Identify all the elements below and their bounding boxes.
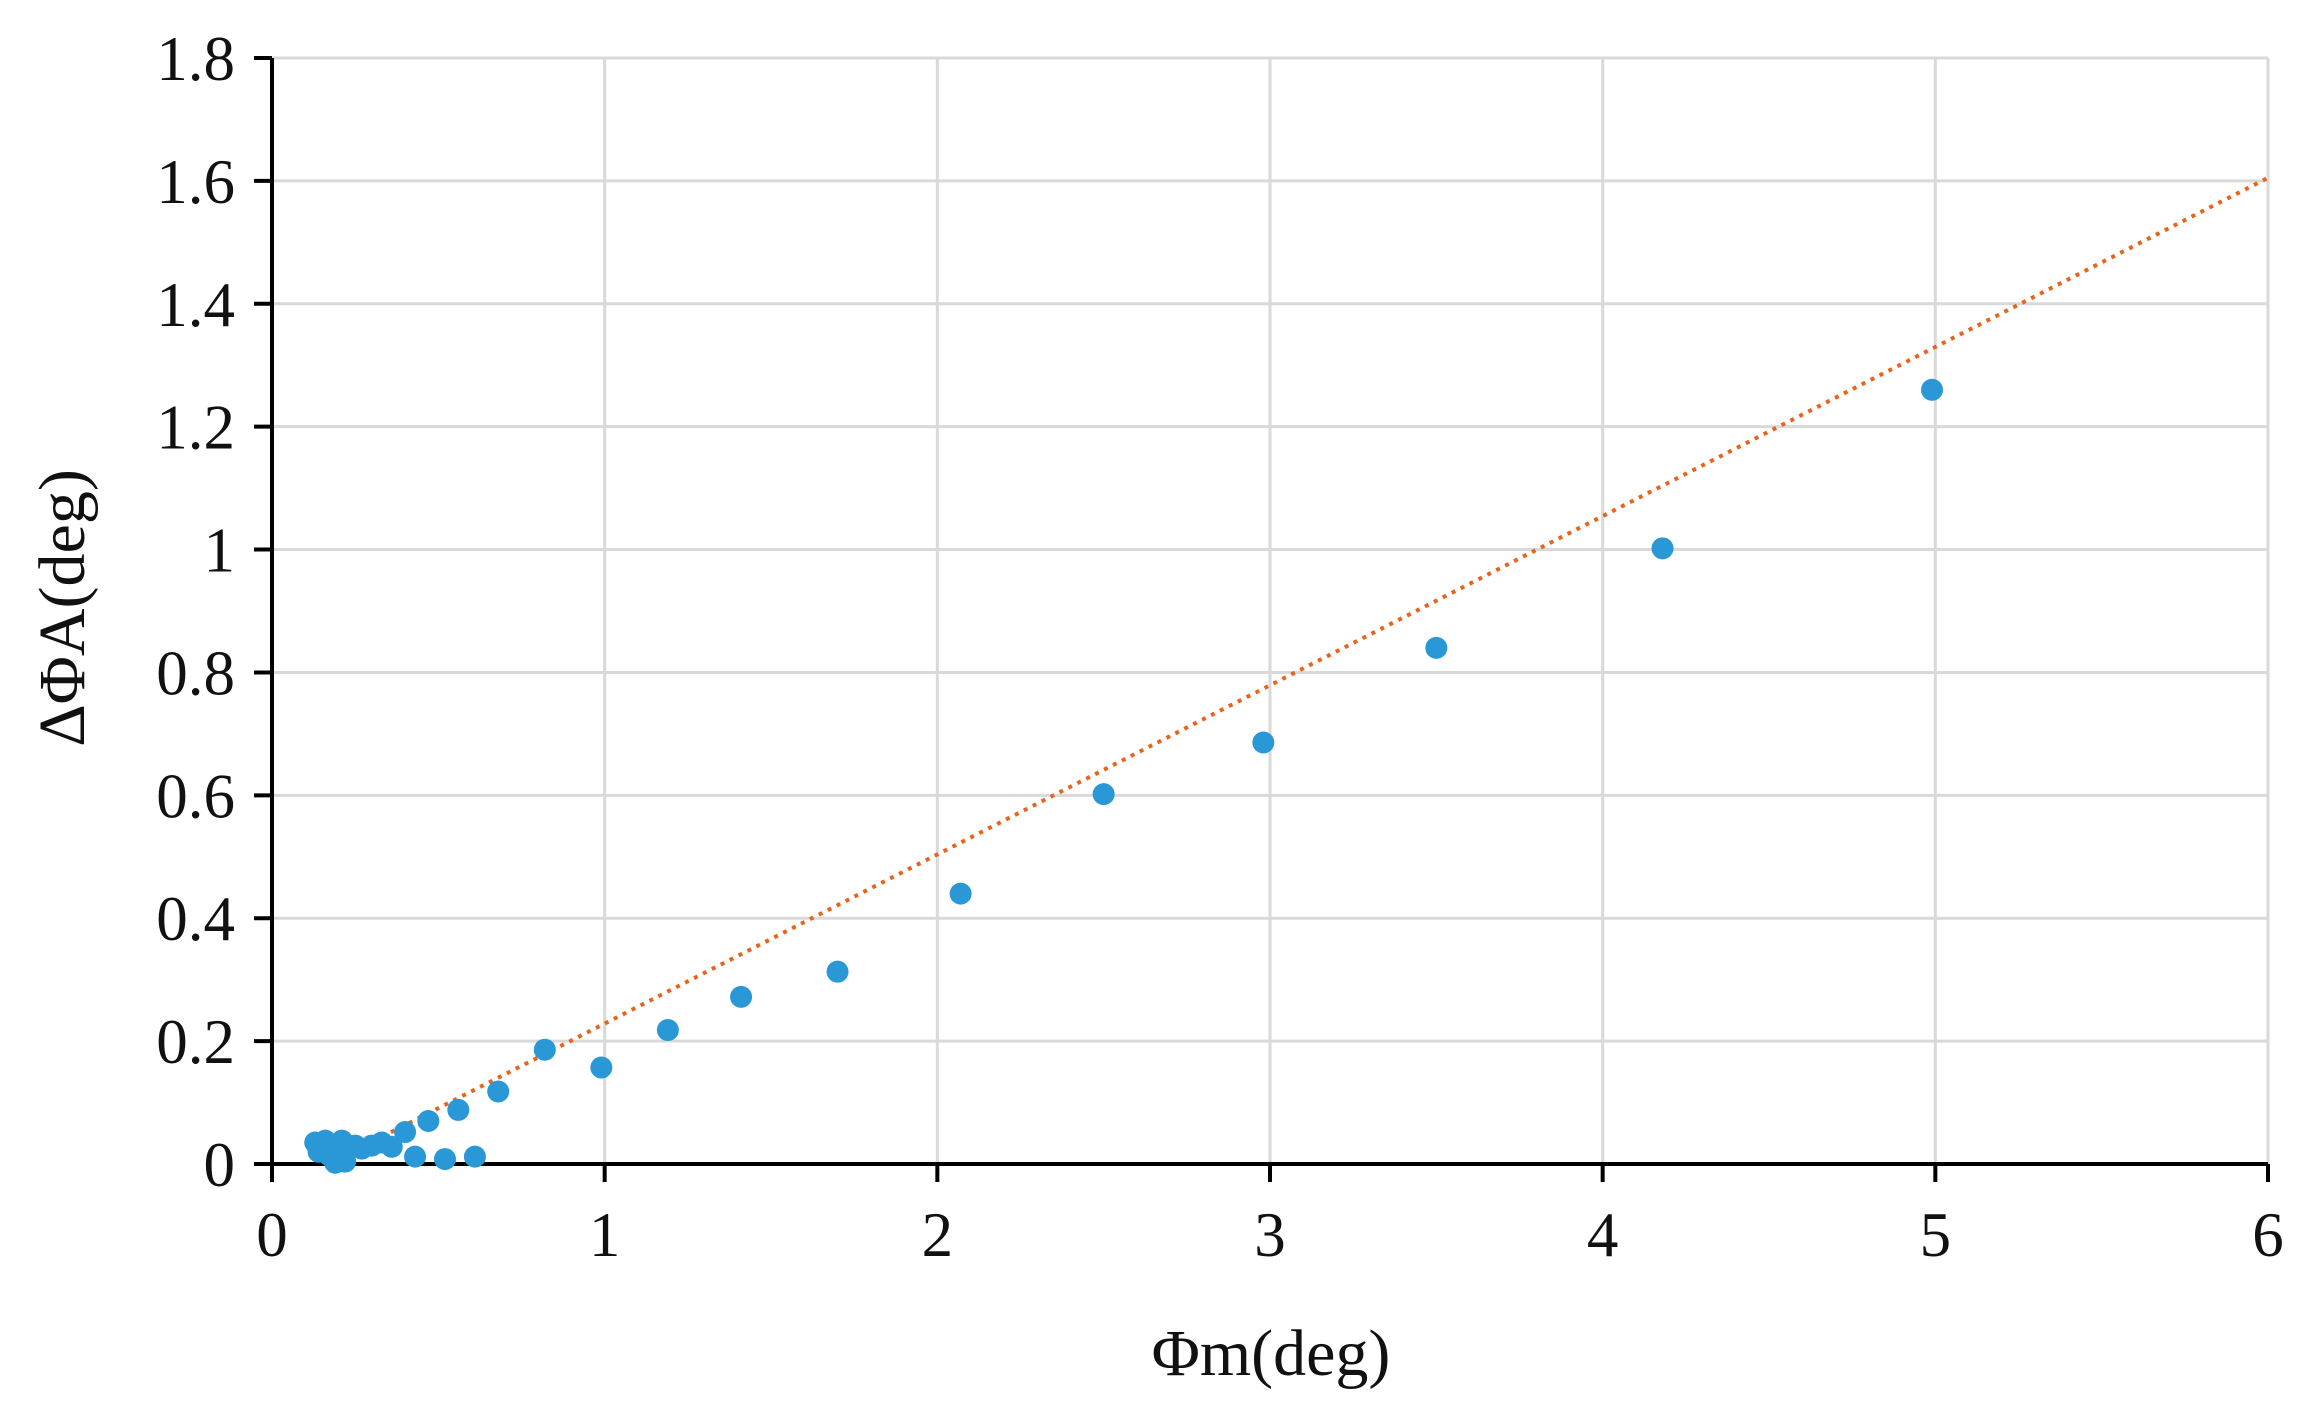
x-tick-label: 6 [2252, 1200, 2284, 1270]
data-point [463, 1145, 486, 1168]
tick-labels: 0 0.2 0.4 0.6 0.8 1 1.2 1.4 1.6 1.8 0 1 2 3 4 5 6 [156, 24, 2284, 1270]
y-tick-label: 1.6 [156, 147, 235, 217]
data-point [590, 1056, 613, 1079]
y-tick-label: 0.2 [156, 1007, 235, 1077]
data-point [433, 1148, 456, 1171]
y-tick-label: 0.8 [156, 638, 235, 708]
x-tick-label: 1 [589, 1200, 621, 1270]
y-tick-label: 1.8 [156, 24, 235, 94]
data-point [404, 1145, 427, 1168]
data-point [1921, 378, 1944, 401]
x-tick-label: 0 [256, 1200, 288, 1270]
data-point [1252, 731, 1275, 754]
data-point [417, 1109, 440, 1132]
x-axis-title: Φm(deg) [1152, 1317, 1391, 1390]
x-tick-label: 3 [1254, 1200, 1286, 1270]
y-axis-title: ΔΦA(deg) [26, 469, 99, 747]
data-point [730, 985, 753, 1008]
data-point [826, 960, 849, 983]
data-point [1651, 537, 1674, 560]
y-tick-label: 1.2 [156, 393, 235, 463]
axes [254, 56, 2270, 1182]
data-point [533, 1038, 556, 1061]
y-tick-label: 0.6 [156, 761, 235, 831]
data-point [1092, 783, 1115, 806]
data-point [487, 1080, 510, 1103]
data-point [1425, 636, 1448, 659]
y-tick-label: 0.4 [156, 884, 235, 954]
grid-lines [272, 56, 2270, 1164]
y-tick-label: 1 [204, 516, 236, 586]
x-tick-label: 5 [1920, 1200, 1952, 1270]
data-point [447, 1098, 470, 1121]
data-points [304, 378, 1944, 1174]
data-point [656, 1019, 679, 1042]
y-tick-label: 0 [204, 1130, 236, 1200]
x-tick-label: 2 [922, 1200, 954, 1270]
data-point [380, 1135, 403, 1158]
data-point [949, 882, 972, 905]
trendline-layer [327, 176, 2269, 1166]
trendline [327, 176, 2269, 1166]
x-tick-label: 4 [1587, 1200, 1619, 1270]
y-tick-label: 1.4 [156, 270, 235, 340]
data-point [394, 1121, 417, 1144]
